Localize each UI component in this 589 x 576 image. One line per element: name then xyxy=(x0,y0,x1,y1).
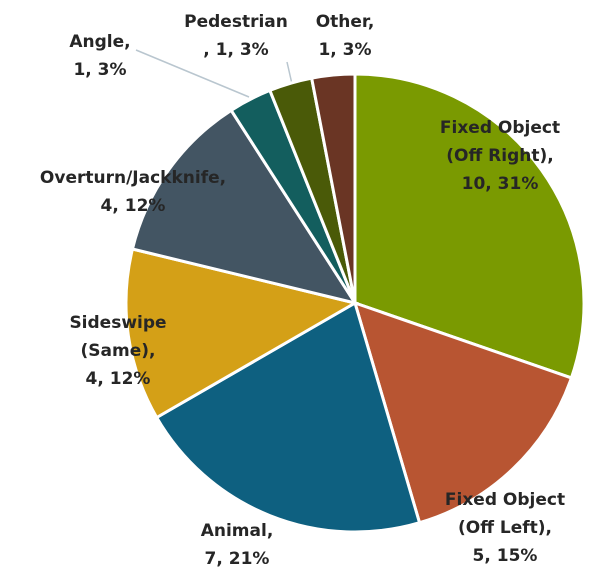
category-label: Overturn/Jackknife, xyxy=(40,168,226,188)
category-label-line: Fixed Object xyxy=(440,118,560,138)
pie-slice xyxy=(124,247,359,420)
value-label: , 1, 3% xyxy=(203,40,268,60)
value-label: 4, 12% xyxy=(86,369,151,389)
category-label-line: Pedestrian xyxy=(184,12,288,32)
category-label: Pedestrian xyxy=(184,12,288,32)
pie-slice xyxy=(309,72,357,304)
category-label-line: Fixed Object xyxy=(445,490,565,510)
category-label: Other, xyxy=(316,12,375,32)
category-label: Angle, xyxy=(69,32,130,52)
category-label-line: Overturn/Jackknife, xyxy=(40,168,226,188)
category-label-line: (Off Left), xyxy=(458,518,552,538)
value-label: 4, 12% xyxy=(101,196,166,216)
category-label: Fixed Object (Off Right), xyxy=(440,118,560,166)
pie-slice xyxy=(154,300,422,534)
value-label: 7, 21% xyxy=(205,549,270,569)
category-label-line: Other, xyxy=(316,12,375,32)
category-label-line: (Off Right), xyxy=(446,146,553,166)
value-label: 5, 15% xyxy=(473,546,538,566)
pie-slice xyxy=(353,72,586,380)
value-label: 1, 3% xyxy=(73,60,126,80)
category-label: Sideswipe (Same), xyxy=(69,313,166,361)
category-label-line: Sideswipe xyxy=(69,313,166,333)
leader-line xyxy=(135,49,250,98)
pie-slice xyxy=(130,108,359,306)
value-label: 10, 31% xyxy=(462,174,539,194)
pie-slice xyxy=(352,300,574,525)
category-label-line: (Same), xyxy=(81,341,156,361)
category-label-line: Angle, xyxy=(69,32,130,52)
leader-line xyxy=(286,61,293,85)
value-label: 1, 3% xyxy=(318,40,371,60)
category-label: Fixed Object (Off Left), xyxy=(445,490,565,538)
category-label-line: Animal, xyxy=(201,521,274,541)
category-label: Animal, xyxy=(201,521,274,541)
